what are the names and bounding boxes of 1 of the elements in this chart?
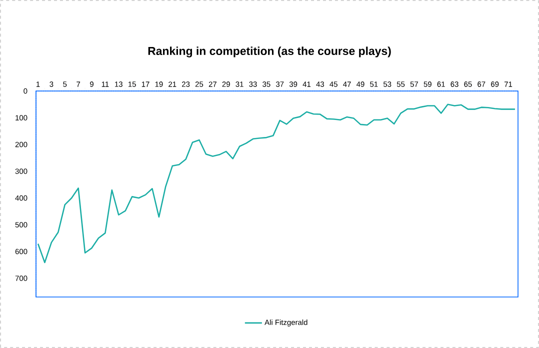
chart-title: Ranking in competition (as the course plays) xyxy=(148,46,391,58)
